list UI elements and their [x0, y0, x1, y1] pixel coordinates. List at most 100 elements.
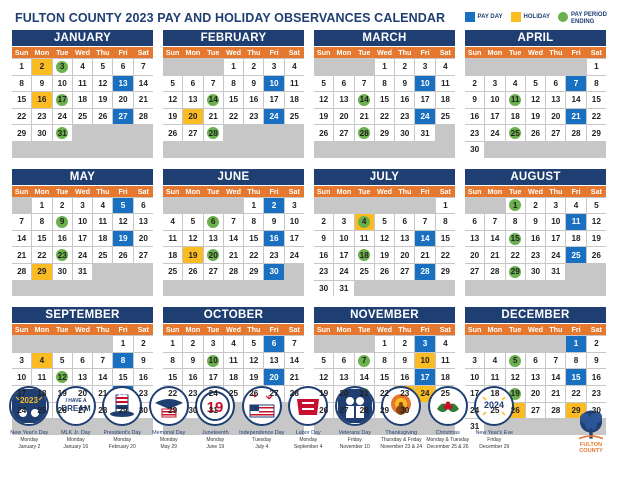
day-cell: 17: [546, 230, 566, 247]
day-cell: 7: [546, 352, 566, 369]
day-cell: 16: [586, 369, 606, 385]
day-number: 12: [319, 95, 329, 105]
day-cell: 10: [72, 214, 93, 230]
day-number: 22: [591, 112, 601, 122]
day-cell: 13: [72, 369, 93, 385]
day-number: 30: [400, 405, 410, 415]
day-cell: 29: [505, 263, 525, 280]
day-number: 20: [530, 389, 541, 399]
month-title: SEPTEMBER: [12, 307, 153, 324]
day-cell: 10: [465, 369, 485, 385]
day-number: 9: [141, 356, 146, 366]
empty-cell: [525, 141, 546, 158]
holiday-weekday: Thursday & Friday: [380, 437, 422, 443]
day-cell: 6: [183, 75, 203, 92]
day-number: 20: [470, 250, 480, 260]
day-cell: 28: [133, 108, 153, 125]
day-number: 1: [39, 200, 45, 210]
empty-cell: [485, 197, 505, 214]
months-grid: JANUARY Sun Mon Tue Wed Thu Fri Sat 1 2 3 4 5 6 7 8 9 10 1…: [12, 30, 606, 435]
empty-cell: [334, 59, 354, 75]
pay-period-ending-marker: [358, 249, 371, 262]
weekday-label: Thu: [395, 324, 415, 336]
day-number: 3: [553, 200, 559, 210]
holiday-date: December 29: [479, 443, 510, 450]
day-cell: 13: [395, 230, 415, 247]
day-number: 18: [37, 389, 47, 399]
day-cell: 4: [223, 336, 244, 352]
day-number: 11: [441, 78, 450, 88]
empty-cell: [374, 280, 395, 297]
empty-cell: [586, 280, 606, 297]
day-cell: 12: [183, 230, 203, 247]
empty-cell: [395, 280, 415, 297]
day-number: 14: [571, 95, 581, 105]
day-number: 11: [441, 356, 450, 366]
day-cell: 14: [93, 369, 113, 385]
weekday-label: Fri: [264, 324, 284, 336]
empty-cell: [72, 125, 93, 141]
day-cell: 17: [264, 92, 284, 108]
pay-period-ending-marker: [509, 232, 522, 245]
day-number: 11: [290, 78, 299, 88]
empty-cell: [223, 419, 244, 435]
day-number: 5: [120, 200, 126, 210]
day-number: 29: [510, 267, 520, 277]
weekday-label: Sat: [133, 47, 153, 58]
empty-cell: [203, 280, 223, 297]
day-cell: 2: [586, 336, 606, 352]
day-cell: 14: [485, 230, 505, 247]
day-cell: 12: [244, 352, 264, 369]
day-number: 15: [228, 95, 239, 105]
day-cell: 9: [314, 230, 334, 247]
day-number: 4: [231, 339, 236, 349]
day-cell: 17: [415, 369, 435, 385]
empty-cell: [52, 336, 72, 352]
weekday-label: Sat: [435, 324, 455, 336]
day-cell: 4: [435, 59, 455, 75]
empty-cell: [395, 197, 415, 214]
day-number: 3: [472, 356, 477, 366]
day-number: 21: [490, 250, 500, 260]
day-cell: 15: [435, 230, 455, 247]
day-cell: 8: [244, 214, 264, 230]
day-cell: 14: [415, 230, 435, 247]
day-cell: 16: [465, 108, 485, 125]
day-number: 10: [420, 78, 430, 88]
day-cell: 17: [485, 108, 505, 125]
day-number: 4: [443, 62, 448, 72]
empty-cell: [374, 141, 395, 158]
day-cell: 4: [505, 75, 525, 92]
day-cell: 20: [465, 247, 485, 263]
day-number: 28: [490, 267, 500, 277]
holiday-weekday: Monday: [20, 437, 39, 443]
day-number: 30: [57, 267, 67, 277]
holiday-name: Veterans Day: [338, 430, 371, 436]
weekday-label: Mon: [485, 47, 505, 58]
holiday-date: July 4: [255, 443, 269, 450]
day-cell: 18: [163, 247, 183, 263]
day-cell: 11: [435, 352, 455, 369]
day-cell: 29: [12, 125, 32, 141]
day-cell: 13: [113, 75, 133, 92]
day-cell: 7: [415, 214, 435, 230]
day-number: 22: [168, 389, 178, 399]
day-cell: 23: [525, 247, 546, 263]
day-number: 16: [138, 372, 148, 382]
day-cell: 1: [223, 59, 244, 75]
day-cell: 6: [334, 75, 354, 92]
day-cell: 8: [32, 214, 52, 230]
day-number: 17: [208, 372, 218, 382]
svg-text:2024: 2024: [484, 400, 504, 410]
day-number: 31: [77, 267, 88, 277]
weekday-label: Tue: [505, 47, 525, 58]
day-number: 7: [422, 217, 428, 227]
weekday-label: Sun: [163, 324, 183, 336]
day-cell: 29: [32, 263, 52, 280]
day-number: 23: [249, 112, 259, 122]
day-cell: 22: [12, 108, 32, 125]
weekday-header: Sun Mon Tue Wed Thu Fri Sat: [163, 46, 304, 58]
day-number: 27: [339, 405, 349, 415]
day-number: 13: [138, 217, 148, 227]
empty-cell: [465, 197, 485, 214]
